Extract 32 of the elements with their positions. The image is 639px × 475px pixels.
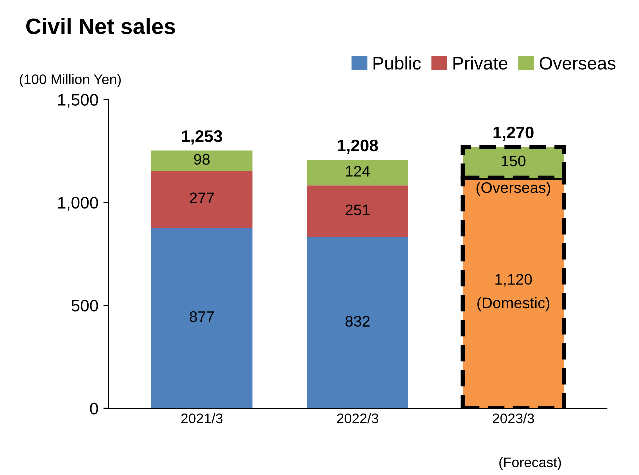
bar — [151, 150, 253, 171]
total-label: 1,253 — [182, 130, 222, 145]
data-label: 877 — [190, 312, 214, 322]
annotation: (Overseas) — [476, 182, 550, 196]
chart-title: Civil Net sales — [26, 18, 176, 34]
bar — [307, 160, 408, 186]
x-tick-label: 2021/3 — [182, 413, 223, 424]
bar — [151, 170, 253, 228]
y-tick-label: 1,000 — [58, 197, 98, 211]
total-label: 1,270 — [494, 126, 534, 142]
data-label: 124 — [346, 166, 370, 177]
x-tick-label: 2023/3 — [493, 413, 534, 424]
bar — [307, 186, 408, 238]
data-label: 277 — [190, 192, 214, 204]
data-label: 832 — [346, 316, 370, 327]
y-tick-label: 0 — [90, 402, 98, 415]
annotation: (Domestic) — [478, 297, 550, 312]
data-label: 251 — [346, 204, 370, 216]
y-tick-label: 1,500 — [58, 94, 98, 108]
y-axis-title: (100 Million Yen) — [20, 74, 122, 88]
bar — [307, 237, 408, 408]
bar — [151, 228, 253, 408]
data-label: 98 — [194, 154, 210, 165]
x-tick-label: 2022/3 — [337, 413, 378, 424]
legend-label: Overseas — [540, 57, 616, 70]
legend-label: Public — [374, 56, 422, 70]
y-tick-label: 500 — [72, 300, 98, 312]
data-label: 1,120 — [496, 274, 532, 287]
text: (Forecast) — [500, 457, 562, 470]
legend-label: Private — [454, 56, 508, 70]
total-label: 1,208 — [338, 140, 378, 154]
data-label: 150 — [502, 156, 526, 167]
